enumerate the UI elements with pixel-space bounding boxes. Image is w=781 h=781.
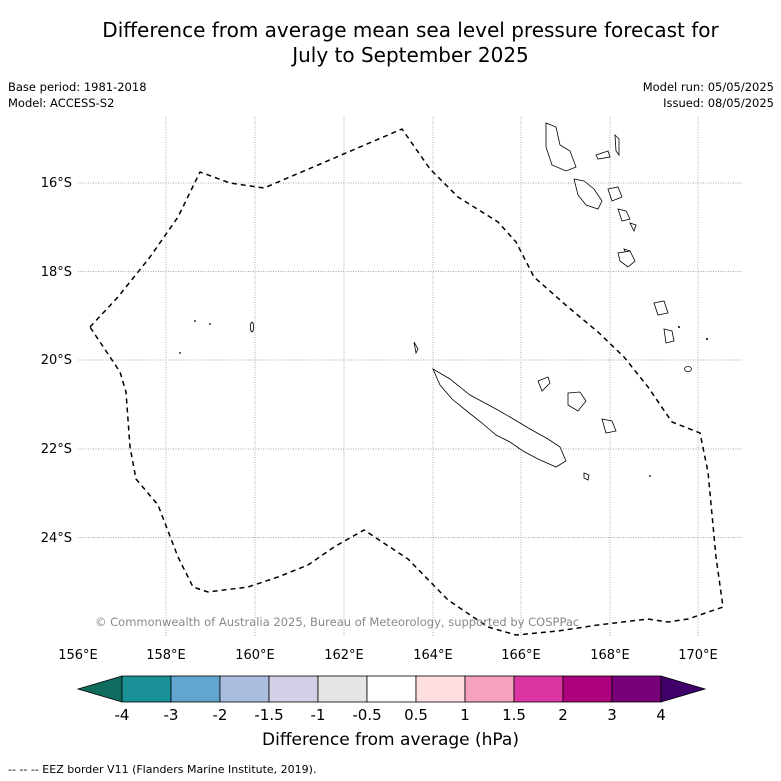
- gridlines: [78, 117, 743, 636]
- vanuatu-matthew: [678, 326, 680, 328]
- vanuatu-futuna: [706, 338, 708, 340]
- loyalty-lifou: [567, 391, 587, 412]
- lat-label-18s: 18°S: [41, 265, 72, 280]
- lat-label-20s: 20°S: [41, 353, 72, 368]
- colorbar-tick-label: -1.5: [254, 706, 283, 724]
- title-line-2: July to September 2025: [292, 43, 529, 67]
- colorbar-swatch: [464, 675, 515, 703]
- lon-label-164e: 164°E: [413, 648, 453, 663]
- model-run: Model run: 05/05/2025: [642, 80, 774, 94]
- colorbar-swatch: [562, 675, 613, 703]
- colorbar-swatch: [415, 675, 466, 703]
- colorbar-tick-label: 1: [460, 706, 470, 724]
- vanuatu-tanna: [617, 250, 636, 268]
- colorbar-tick-label: 4: [656, 706, 666, 724]
- colorbar-swatch: [317, 675, 368, 703]
- colorbar-swatches: [76, 675, 707, 703]
- colorbar-tick-label: -1: [311, 706, 326, 724]
- vanuatu-epi: [607, 186, 623, 202]
- colorbar-swatch: [611, 675, 662, 703]
- colorbar-label: Difference from average (hPa): [262, 730, 519, 750]
- vanuatu-shepherds: [629, 222, 637, 233]
- colorbar-tick-label: 1.5: [502, 706, 526, 724]
- loyalty-mare: [601, 418, 617, 434]
- vanuatu-erromango: [653, 300, 669, 316]
- colorbar-tick-label: 0.5: [404, 706, 428, 724]
- lon-label-162e: 162°E: [324, 648, 364, 663]
- lon-label-166e: 166°E: [501, 648, 541, 663]
- vanuatu-aneityum: [663, 328, 675, 344]
- vanuatu-aniwa: [684, 366, 692, 372]
- bellona-islet-b: [209, 323, 211, 325]
- colorbar-tick-label: -3: [164, 706, 179, 724]
- vanuatu-malakula: [573, 178, 603, 210]
- chesterfield-reef: [250, 321, 254, 333]
- bellona-islet-a: [194, 320, 196, 322]
- vanuatu-efate: [617, 208, 631, 222]
- colorbar-ticks: -4 -3 -2 -1.5 -1 -0.5 0.5 1 1.5 2 3 4: [115, 706, 666, 724]
- lon-label-170e: 170°E: [678, 648, 718, 663]
- colorbar-tick-label: -0.5: [352, 706, 381, 724]
- meta-right: Model run: 05/05/2025 Issued: 08/05/2025: [643, 79, 774, 111]
- isle-of-pines: [583, 472, 590, 481]
- colorbar-swatch: [121, 675, 172, 703]
- eez-border: [89, 128, 724, 636]
- lat-label-24s: 24°S: [41, 531, 72, 546]
- lon-label-156e: 156°E: [58, 648, 98, 663]
- hunter-island: [649, 475, 651, 477]
- meta-left: Base period: 1981-2018 Model: ACCESS-S2: [8, 79, 147, 111]
- bellona-islet-c: [179, 352, 181, 354]
- colorbar-swatch: [268, 675, 319, 703]
- colorbar-tick-label: 3: [607, 706, 617, 724]
- vanuatu-maewo: [614, 133, 620, 157]
- colorbar-arrow-high: [660, 675, 707, 703]
- lon-label-168e: 168°E: [590, 648, 630, 663]
- lat-label-16s: 16°S: [41, 176, 72, 191]
- belep-islands: [413, 341, 419, 355]
- map-panel: [78, 117, 743, 636]
- colorbar: -4 -3 -2 -1.5 -1 -0.5 0.5 1 1.5 2 3 4: [76, 675, 707, 724]
- new-caledonia-island: [432, 368, 567, 468]
- colorbar-arrow-low: [76, 675, 123, 703]
- lat-label-22s: 22°S: [41, 442, 72, 457]
- page-title: Difference from average mean sea level p…: [0, 18, 781, 68]
- lon-label-160e: 160°E: [235, 648, 275, 663]
- colorbar-swatch: [170, 675, 221, 703]
- vanuatu-espiritu-santo: [545, 122, 577, 172]
- eez-footnote: -- -- -- EEZ border V11 (Flanders Marine…: [8, 763, 317, 776]
- colorbar-tick-label: 2: [558, 706, 568, 724]
- colorbar-swatch: [219, 675, 270, 703]
- map-axis-labels: 16°S 18°S 20°S 22°S 24°S 156°E 158°E 160…: [41, 176, 718, 663]
- loyalty-ouvea: [537, 376, 551, 392]
- colorbar-tick-label: -4: [115, 706, 130, 724]
- copyright-text: © Commonwealth of Australia 2025, Bureau…: [95, 615, 579, 629]
- colorbar-swatch: [513, 675, 564, 703]
- lon-label-158e: 158°E: [146, 648, 186, 663]
- title-line-1: Difference from average mean sea level p…: [102, 18, 719, 42]
- colorbar-tick-label: -2: [213, 706, 228, 724]
- base-period: Base period: 1981-2018: [8, 80, 147, 94]
- model-name: Model: ACCESS-S2: [8, 96, 115, 110]
- issued-date: Issued: 08/05/2025: [663, 96, 774, 110]
- colorbar-swatch: [366, 675, 417, 703]
- vanuatu-ambae: [595, 150, 611, 160]
